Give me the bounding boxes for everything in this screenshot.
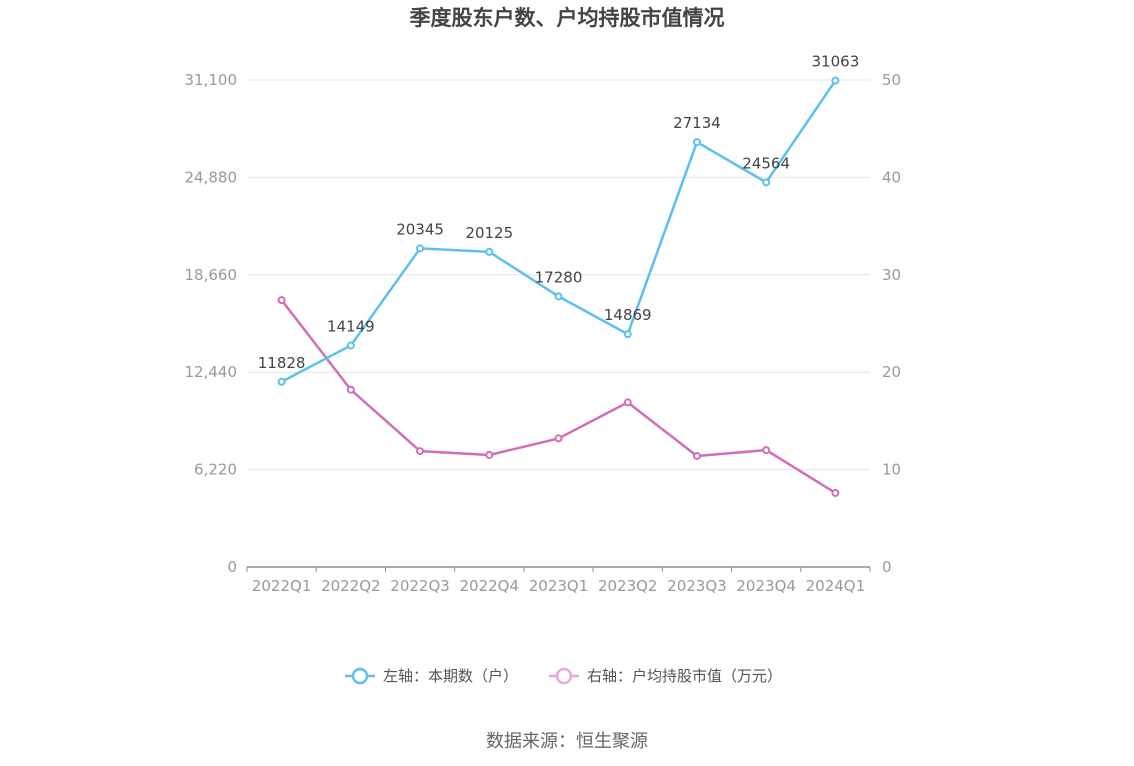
right-axis-tick-label: 50 bbox=[882, 71, 901, 89]
legend-item[interactable]: 左轴：本期数（户） bbox=[345, 667, 518, 685]
data-point bbox=[416, 244, 425, 253]
data-label: 24564 bbox=[742, 154, 790, 172]
data-point bbox=[623, 330, 632, 339]
legend-item[interactable]: 右轴：户均持股市值（万元） bbox=[549, 667, 782, 685]
x-axis-tick-label: 2022Q4 bbox=[460, 577, 520, 595]
data-point bbox=[831, 76, 840, 85]
x-axis-tick-label: 2022Q1 bbox=[252, 577, 312, 595]
series-line bbox=[281, 79, 837, 383]
data-point bbox=[277, 296, 286, 305]
right-axis-tick-label: 0 bbox=[882, 558, 892, 576]
legend-marker-icon bbox=[555, 667, 573, 685]
gridlines bbox=[247, 79, 870, 471]
right-axis-tick-label: 40 bbox=[882, 168, 901, 186]
data-label: 11828 bbox=[258, 354, 306, 372]
data-label: 17280 bbox=[535, 268, 583, 286]
legend[interactable]: 左轴：本期数（户） 右轴：户均持股市值（万元） bbox=[345, 667, 782, 685]
x-axis-tick-label: 2024Q1 bbox=[806, 577, 866, 595]
data-label: 14869 bbox=[604, 306, 652, 324]
data-point bbox=[692, 138, 701, 147]
axes: 0 0 6,220 10 12,440 20 18,660 30 24,880 40 31,100 5… bbox=[185, 71, 902, 595]
chart-title: 季度股东户数、户均持股市值情况 bbox=[410, 6, 725, 30]
left-axis-tick-label: 12,440 bbox=[185, 363, 238, 381]
data-labels: 11828 14149 20345 20125 17280 14869 27134 24564… bbox=[258, 53, 859, 372]
x-axis-tick-label: 2023Q1 bbox=[529, 577, 589, 595]
data-label: 14149 bbox=[327, 317, 375, 335]
left-axis-tick-label: 31,100 bbox=[185, 71, 238, 89]
left-axis-tick-label: 24,880 bbox=[185, 168, 238, 186]
right-axis-tick-label: 20 bbox=[882, 363, 901, 381]
data-point bbox=[692, 451, 701, 460]
source-note: 数据来源：恒生聚源 bbox=[486, 731, 648, 752]
x-axis-tick-label: 2023Q2 bbox=[598, 577, 658, 595]
legend-marker-icon bbox=[351, 667, 369, 685]
x-axis-tick-label: 2023Q3 bbox=[667, 577, 727, 595]
data-point bbox=[277, 377, 286, 386]
left-axis-tick-label: 0 bbox=[227, 558, 237, 576]
data-label: 20125 bbox=[465, 224, 513, 242]
right-axis-tick-label: 10 bbox=[882, 461, 901, 479]
data-point bbox=[623, 398, 632, 407]
data-label: 20345 bbox=[396, 220, 444, 238]
data-point bbox=[554, 292, 563, 301]
x-axis-tick-label: 2022Q3 bbox=[390, 577, 450, 595]
x-axis-tick-label: 2022Q2 bbox=[321, 577, 381, 595]
data-label: 27134 bbox=[673, 114, 721, 132]
legend-label: 左轴：本期数（户） bbox=[383, 667, 518, 685]
x-axis-tick-label: 2023Q4 bbox=[736, 577, 796, 595]
left-axis-tick-label: 18,660 bbox=[185, 266, 238, 284]
data-point bbox=[485, 247, 494, 256]
data-point bbox=[762, 178, 771, 187]
data-point bbox=[762, 446, 771, 455]
legend-label: 右轴：户均持股市值（万元） bbox=[587, 667, 782, 685]
data-label: 31063 bbox=[812, 53, 860, 71]
right-axis-tick-label: 30 bbox=[882, 266, 901, 284]
data-point bbox=[485, 450, 494, 459]
left-axis-tick-label: 6,220 bbox=[194, 461, 237, 479]
data-point bbox=[346, 341, 355, 350]
data-point bbox=[416, 447, 425, 456]
series-points bbox=[277, 76, 840, 497]
data-point bbox=[346, 385, 355, 394]
series-lines bbox=[280, 79, 837, 495]
data-point bbox=[554, 434, 563, 443]
data-point bbox=[831, 488, 840, 497]
